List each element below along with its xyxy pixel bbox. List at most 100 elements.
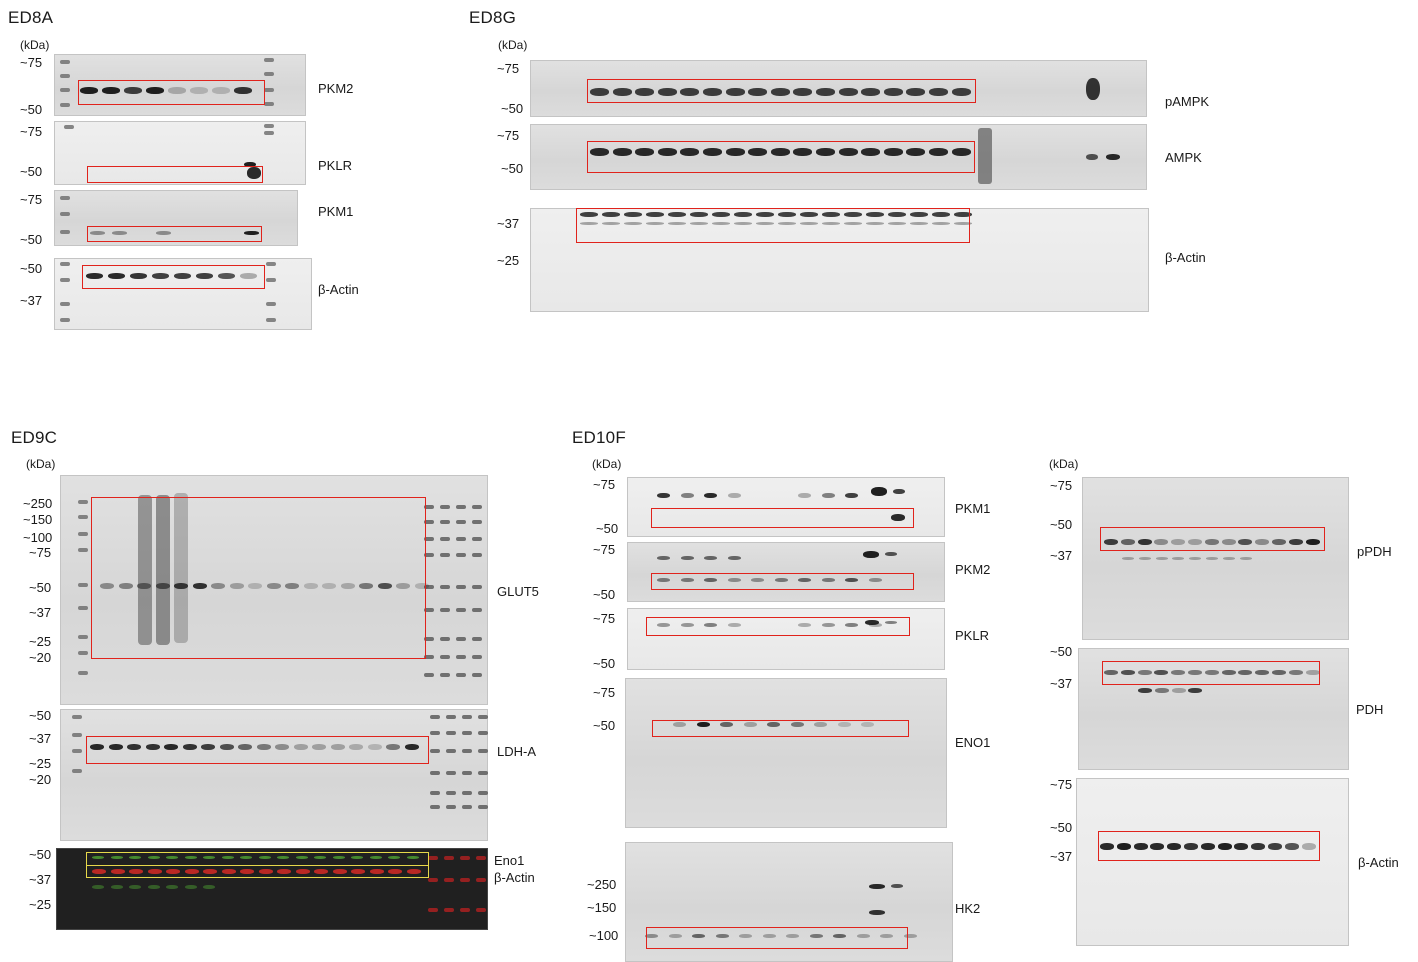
ladder-band <box>430 731 440 735</box>
marker-label: ~75 <box>20 55 43 70</box>
band <box>155 583 170 589</box>
marker-label: ~75 <box>593 685 616 700</box>
panel-label: ED8G <box>469 8 517 27</box>
target-protein-label: PKM2 <box>955 562 991 577</box>
ladder-band <box>78 651 88 655</box>
band <box>369 869 384 874</box>
marker-label: ~37 <box>1050 548 1073 563</box>
band <box>800 212 818 217</box>
band <box>624 212 642 217</box>
band <box>612 88 632 96</box>
band <box>1234 843 1249 850</box>
marker-label: ~20 <box>29 772 52 787</box>
target-protein-label: LDH-A <box>497 744 537 759</box>
band <box>147 885 160 889</box>
band <box>102 87 120 94</box>
band <box>657 88 677 96</box>
band <box>92 856 104 859</box>
band <box>229 583 244 589</box>
band <box>1104 539 1118 545</box>
ladder-band <box>444 856 454 860</box>
target-protein-label: GLUT5 <box>497 584 539 599</box>
band <box>1155 557 1168 560</box>
band <box>712 212 730 217</box>
ladder-band <box>60 230 70 234</box>
ladder-band <box>424 585 434 589</box>
band <box>868 623 882 627</box>
band <box>703 88 722 96</box>
ladder-band <box>60 196 70 200</box>
band <box>821 493 835 498</box>
kda-unit-label: (kDa) <box>26 457 56 471</box>
band <box>1138 557 1151 560</box>
target-protein-label: PKLR <box>318 158 352 173</box>
panel-label: ED8A <box>8 8 54 27</box>
ladder-band <box>60 302 70 306</box>
band <box>293 744 308 750</box>
marker-label: ~75 <box>20 124 43 139</box>
band <box>1221 539 1236 545</box>
ladder-band <box>78 583 88 587</box>
band <box>110 885 123 889</box>
band <box>322 583 336 589</box>
band <box>112 231 127 235</box>
band <box>888 212 906 217</box>
band <box>845 493 858 498</box>
band <box>645 934 658 938</box>
band <box>182 744 197 750</box>
band <box>668 934 682 938</box>
marker-label: ~150 <box>23 512 53 527</box>
target-protein-label: β-Actin <box>318 282 359 297</box>
ladder-band <box>266 302 276 306</box>
ladder-band <box>78 515 88 519</box>
target-protein-label: PKM1 <box>318 204 354 219</box>
band <box>244 231 259 235</box>
ladder-band <box>472 537 482 541</box>
band <box>314 869 328 874</box>
ladder-band <box>266 318 276 322</box>
marker-label: ~50 <box>501 161 524 176</box>
band <box>885 621 897 624</box>
band <box>129 885 141 889</box>
band <box>367 744 382 750</box>
ladder-band <box>424 655 434 659</box>
band <box>1217 843 1232 850</box>
marker-label: ~75 <box>593 477 616 492</box>
band <box>883 88 903 96</box>
band <box>809 934 823 938</box>
band <box>295 856 308 859</box>
band <box>790 722 804 727</box>
marker-label: ~37 <box>1050 676 1073 691</box>
band <box>1272 539 1286 545</box>
band <box>303 583 318 589</box>
marker-label: ~50 <box>29 708 52 723</box>
ladder-band <box>456 673 466 677</box>
band <box>330 744 345 750</box>
ladder-band <box>430 791 440 795</box>
band <box>110 869 125 874</box>
marker-label: ~37 <box>497 216 520 231</box>
ladder-band <box>428 908 438 912</box>
ladder-band <box>440 637 450 641</box>
blot-membrane <box>54 121 306 185</box>
marker-label: ~75 <box>29 545 52 560</box>
ladder-band <box>60 88 70 92</box>
band <box>212 87 230 94</box>
band <box>657 623 670 627</box>
ladder-band <box>460 856 470 860</box>
band <box>1255 539 1270 545</box>
band <box>704 623 717 627</box>
marker-label: ~75 <box>497 61 520 76</box>
band <box>793 148 813 156</box>
ladder-band <box>78 548 88 552</box>
band <box>903 934 917 938</box>
band <box>798 578 811 582</box>
marker-label: ~75 <box>593 611 616 626</box>
marker-label: ~50 <box>29 580 52 595</box>
band <box>668 222 686 225</box>
band <box>1167 843 1182 850</box>
band <box>704 493 717 498</box>
ladder-band <box>60 74 70 78</box>
band <box>690 212 708 217</box>
band <box>359 583 373 589</box>
